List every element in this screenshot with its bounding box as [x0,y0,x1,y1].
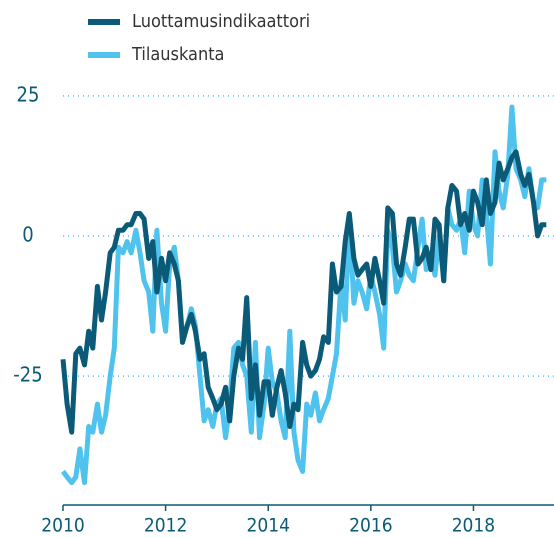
x-tick-label: 2016 [349,515,393,537]
legend-label: Tilauskanta [131,44,224,65]
y-tick-label: 25 [17,82,40,106]
data-line [60,104,547,486]
legend-label: Luottamusindikaattori [132,11,310,32]
y-tick-label: -25 [13,363,42,387]
x-tick-label: 2018 [452,515,496,537]
x-tick-label: 2012 [144,515,188,537]
y-tick-label: 0 [22,222,33,246]
data-line [60,149,547,435]
x-tick-label: 2014 [246,515,290,537]
x-tick-label: 2010 [41,515,85,537]
